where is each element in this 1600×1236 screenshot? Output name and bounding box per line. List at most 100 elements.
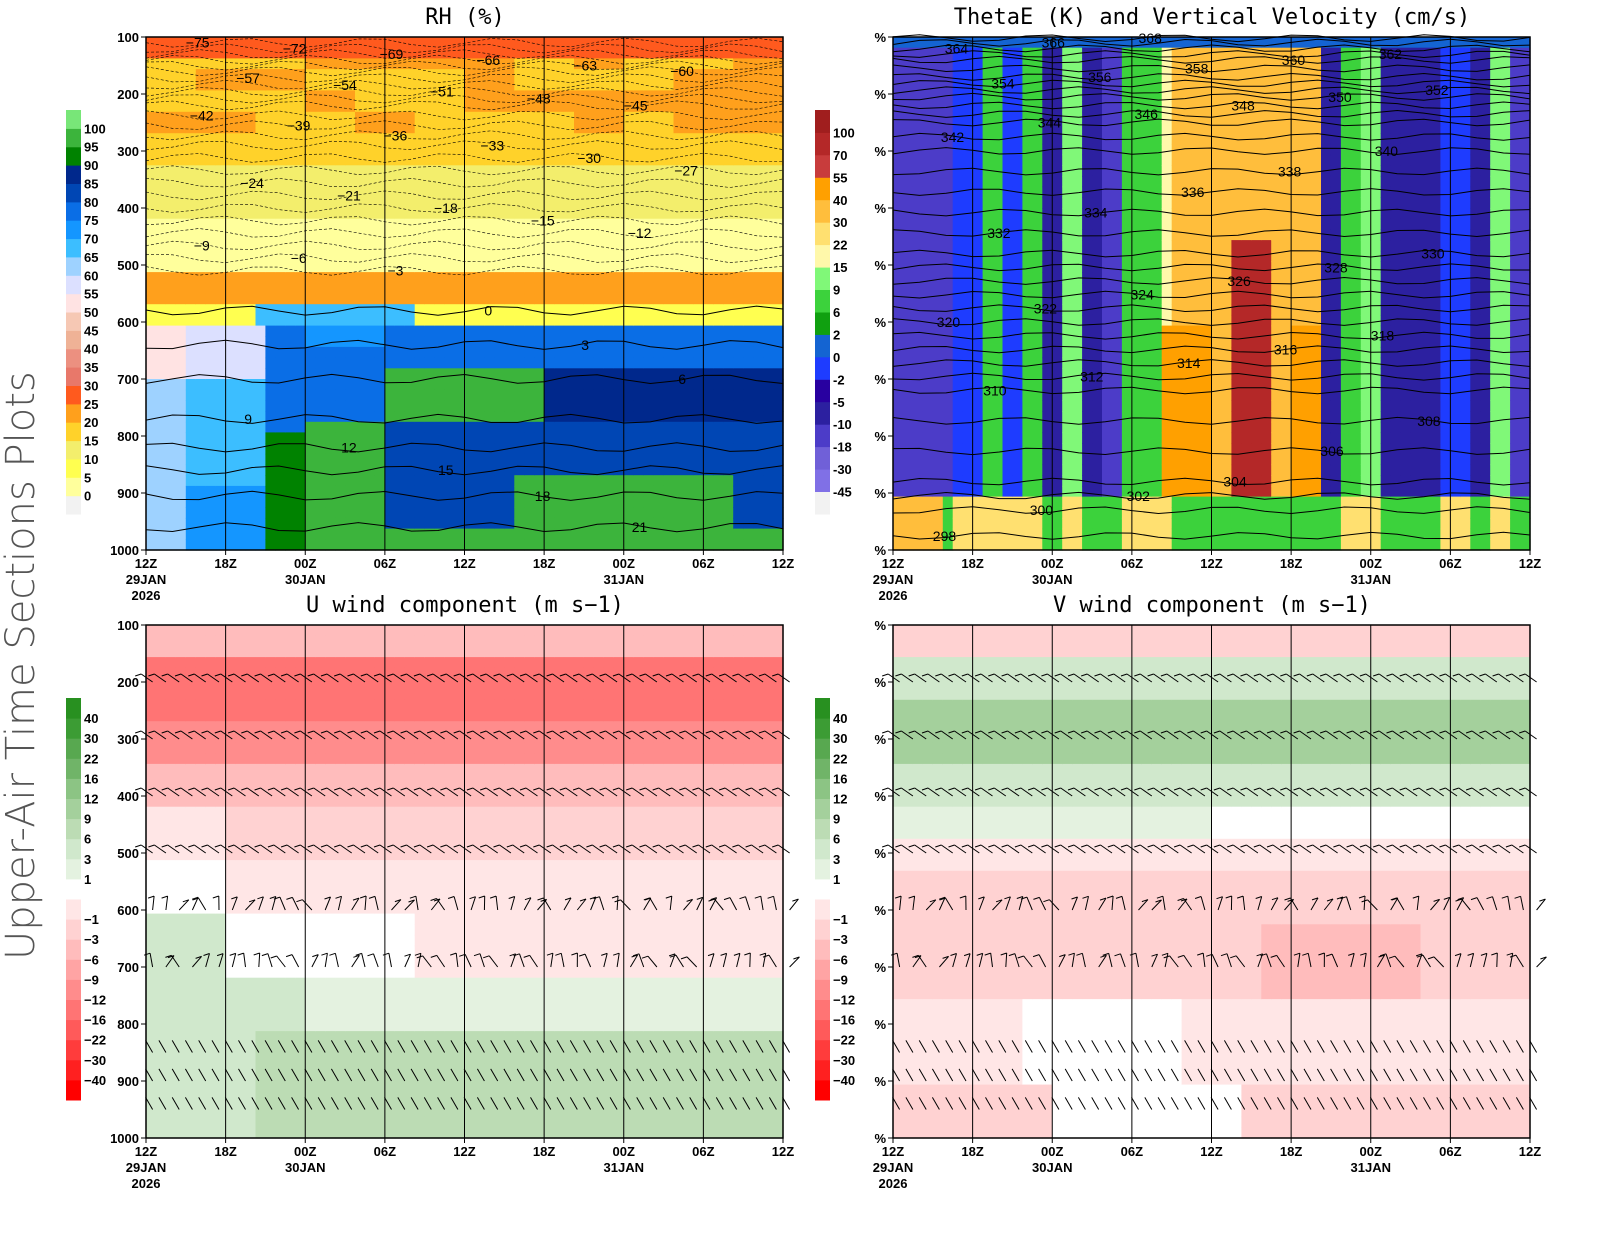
contour-fill-cell [305,421,316,434]
contour-fill-cell [932,517,944,530]
contour-fill-cell [365,357,376,369]
contour-fill-cell [893,133,904,145]
x-date-label: 30JAN [285,572,325,587]
contour-fill-cell [673,111,685,124]
contour-fill-cell [325,175,336,188]
contour-fill-cell [494,197,505,209]
contour-fill-cell [1211,539,1223,551]
contour-fill-cell [583,346,595,359]
contour-fill-cell [723,240,734,252]
contour-fill-cell [335,346,346,359]
contour-fill-cell [185,432,197,444]
contour-fill-cell [414,400,426,412]
contour-fill-cell [912,79,924,92]
contour-fill-cell [1241,186,1252,198]
contour-fill-cell [464,539,476,551]
contour-fill-cell [185,421,197,434]
contour-fill-cell [952,208,964,220]
contour-fill-cell [1171,368,1183,380]
contour-fill-cell [703,261,714,273]
contour-fill-cell [1161,58,1173,70]
contour-fill-cell [753,250,764,263]
contour-fill-cell [494,282,505,295]
contour-fill-cell [345,293,356,305]
contour-fill-cell [524,443,535,455]
contour-fill-cell [1221,293,1233,305]
contour-fill-cell [593,208,605,220]
contour-fill-cell [146,58,157,70]
contour-fill-cell [1151,400,1163,412]
contour-fill-cell [763,421,774,434]
contour-fill-cell [574,122,585,134]
contour-fill-cell [1191,453,1203,466]
colorbar-label: 30 [84,379,98,394]
contour-fill-cell [982,325,994,337]
contour-fill-cell [315,411,326,423]
contour-fill-cell [753,304,764,316]
contour-fill-cell [1241,90,1252,102]
contour-fill-cell [225,304,237,316]
contour-fill-cell [693,304,704,316]
contour-fill-cell [434,186,446,198]
contour-fill-cell [922,240,934,252]
contour-fill-cell [1191,517,1203,530]
contour-fill-cell [156,175,167,188]
contour-fill-cell [544,175,555,188]
contour-fill-cell [404,90,416,102]
contour-fill-cell [444,272,456,284]
contour-fill-cell [743,250,754,263]
contour-fill-cell [942,432,954,444]
contour-fill-cell [663,411,675,423]
contour-fill-cell [713,464,724,476]
contour-fill-cell [205,175,217,188]
contour-fill-cell [195,47,207,59]
contour-fill-cell [146,101,157,113]
contour-fill-cell [593,485,605,498]
contour-fill-cell [942,165,954,177]
contour-fill-cell [335,475,346,487]
contour-fill-cell [1151,464,1163,476]
contour-fill-cell [544,69,555,81]
contour-fill-cell [773,143,784,156]
contour-fill-cell [464,154,476,166]
contour-fill-cell [623,186,635,198]
contour-fill-cell [424,368,436,380]
contour-fill-cell [753,389,764,401]
contour-fill-cell [1062,496,1073,508]
contour-fill-cell [345,346,356,359]
contour-fill-cell [175,421,187,434]
contour-fill-cell [763,69,774,81]
contour-fill-cell [1231,453,1242,466]
contour-fill-cell [524,58,535,70]
contour-fill-cell [982,208,994,220]
contour-fill-cell [424,240,436,252]
contour-fill-cell [414,208,426,220]
contour-fill-cell [663,79,675,92]
contour-fill-cell [1181,261,1193,273]
contour-fill-cell [1141,282,1153,295]
contour-fill-cell [444,101,456,113]
contour-fill-cell [613,485,625,498]
contour-fill-cell [972,186,984,198]
contour-fill-cell [305,175,316,188]
contour-fill-cell [643,111,655,124]
contour-fill-cell [753,175,764,188]
contour-fill-cell [653,346,665,359]
contour-fill-cell [1002,229,1014,241]
contour-fill-cell [534,175,545,188]
contour-fill-cell [623,368,635,380]
contour-fill-cell [982,175,994,188]
contour-fill-cell [693,293,704,305]
contour-fill-cell [365,58,376,70]
contour-fill-cell [345,357,356,369]
contour-fill-cell [743,282,754,295]
contour-fill-cell [942,539,954,551]
contour-fill-cell [753,261,764,273]
contour-fill-cell [673,186,685,198]
contour-fill-cell [893,464,904,476]
contour-fill-cell [1231,496,1242,508]
contour-fill-cell [365,101,376,113]
contour-fill-cell [315,314,326,327]
contour-fill-cell [942,197,954,209]
contour-fill-cell [434,122,446,134]
